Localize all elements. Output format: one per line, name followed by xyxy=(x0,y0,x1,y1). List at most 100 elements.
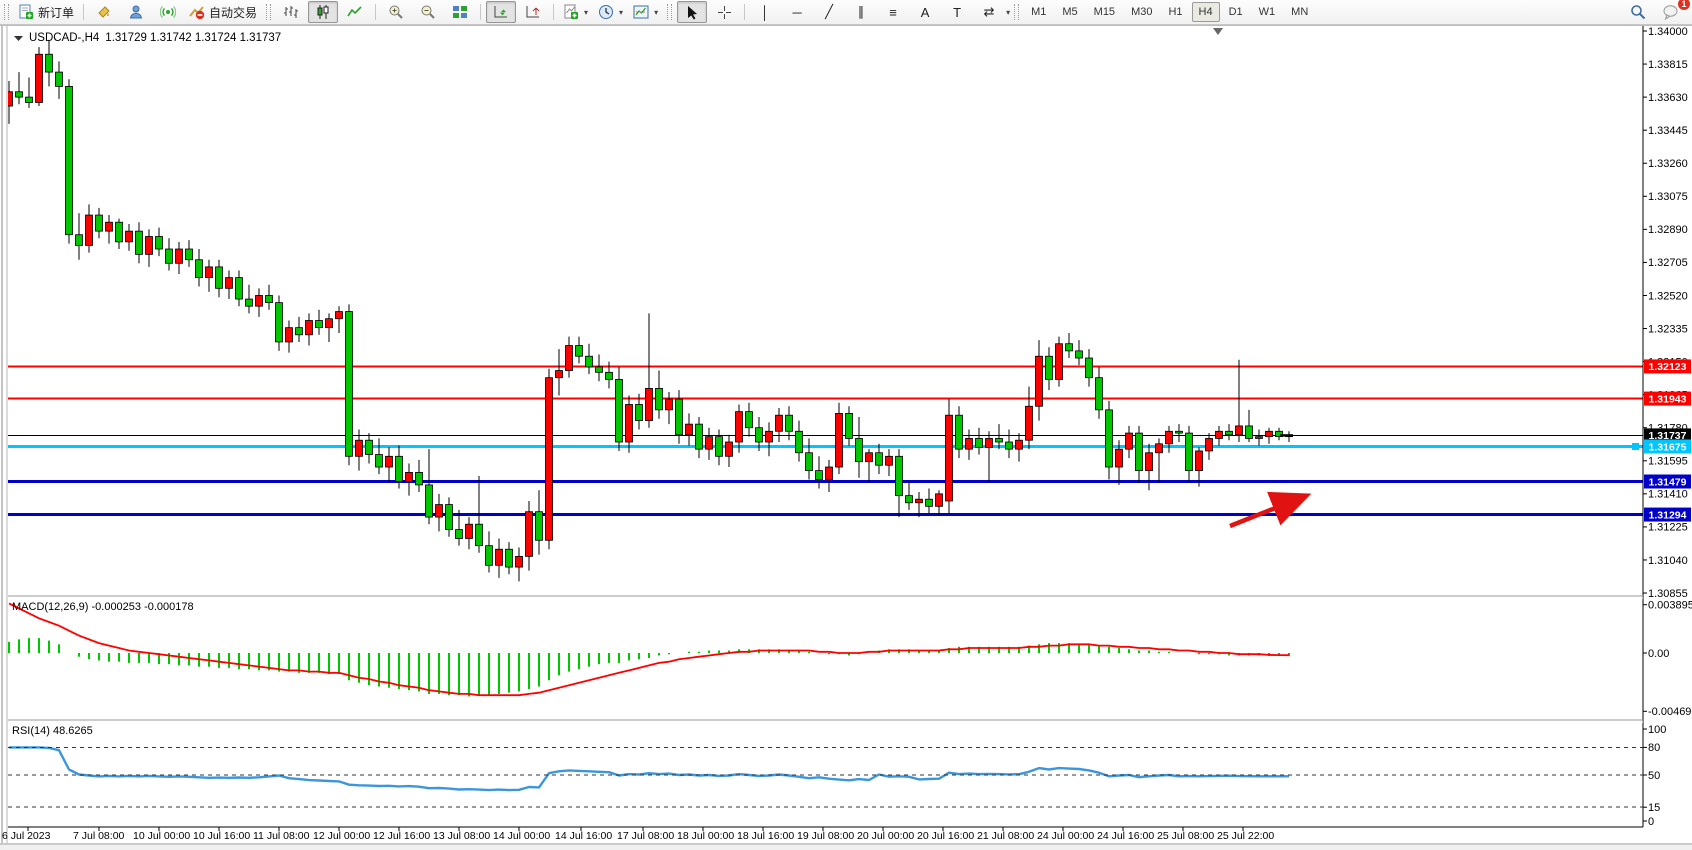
toolbar-grip[interactable] xyxy=(667,4,673,20)
template-icon xyxy=(633,5,649,19)
text-label-tool[interactable]: T xyxy=(953,4,962,20)
price-level-badge[interactable] xyxy=(1644,439,1691,454)
indicators-button[interactable]: ▾ xyxy=(559,1,592,23)
dropdown-arrow-icon: ▾ xyxy=(1006,7,1011,17)
candle xyxy=(325,313,333,342)
trendline-tool[interactable]: ╱ xyxy=(825,4,833,19)
candle xyxy=(295,316,303,342)
price-level-badge[interactable] xyxy=(1644,507,1691,522)
rsi-axis-label: 15 xyxy=(1648,802,1660,814)
toolbar-separator xyxy=(744,4,746,20)
candle xyxy=(555,349,563,396)
zoom-out-icon xyxy=(421,5,435,19)
chart-canvas[interactable]: 1.34000 1.33815 1.33630 1.33445 1.33260 1.330… xyxy=(0,25,1692,850)
timeframe-button-d1[interactable]: D1 xyxy=(1228,6,1243,18)
profile-button[interactable] xyxy=(121,1,151,23)
text-tool[interactable]: A xyxy=(920,4,930,20)
candle xyxy=(1175,424,1183,443)
candle xyxy=(225,270,233,300)
equidistant-channel-tool[interactable]: ∥ xyxy=(857,4,865,19)
price-tick-label: 1.32520 xyxy=(1648,290,1688,302)
candle xyxy=(535,490,543,555)
time-axis-label: 12 Jul 00:00 xyxy=(313,830,370,842)
timeframe-button-h1[interactable]: H1 xyxy=(1168,6,1183,18)
candle xyxy=(655,370,663,419)
notifications-button[interactable]: 1 xyxy=(1655,0,1690,23)
zoom-out-button[interactable] xyxy=(413,1,443,23)
time-axis-label: 12 Jul 16:00 xyxy=(373,830,430,842)
candle xyxy=(755,416,763,451)
chart-plot-area[interactable] xyxy=(8,26,1643,827)
periods-button[interactable]: ▾ xyxy=(594,1,627,23)
price-tick-label: 1.31040 xyxy=(1648,555,1688,567)
chart-shift-button[interactable] xyxy=(518,1,548,23)
zoom-in-button[interactable] xyxy=(381,1,411,23)
templates-button[interactable]: ▾ xyxy=(629,1,662,23)
toolbar-grip[interactable] xyxy=(266,4,272,20)
bar-chart-button[interactable] xyxy=(276,1,306,23)
cursor-button[interactable] xyxy=(677,1,708,23)
candle xyxy=(1245,409,1253,443)
window-menu-icon[interactable] xyxy=(14,34,23,42)
arrows-tool[interactable]: ⇄ xyxy=(983,4,995,19)
horizontal-line-tool[interactable]: ─ xyxy=(792,4,802,20)
candle xyxy=(785,406,793,441)
price-level-badge[interactable] xyxy=(1644,474,1691,489)
price-tick-label: 1.33260 xyxy=(1648,158,1688,170)
candle xyxy=(435,493,443,532)
timeframe-button-m30[interactable]: M30 xyxy=(1131,6,1153,18)
paint-bucket-icon xyxy=(98,6,110,18)
chart-shift-icon xyxy=(526,6,540,18)
crosshair-button[interactable] xyxy=(709,1,739,23)
search-button[interactable] xyxy=(1623,1,1653,23)
candle xyxy=(395,445,403,489)
timeframe-button-mn[interactable]: MN xyxy=(1291,6,1309,18)
candle xyxy=(1255,429,1263,446)
auto-scroll-button[interactable] xyxy=(486,1,517,23)
macd-axis-label: 0.003895 xyxy=(1648,600,1692,612)
candle xyxy=(835,402,843,475)
macd-axis-label: -0.004699 xyxy=(1648,706,1692,718)
candle xyxy=(1145,443,1153,491)
timeframe-button-m15[interactable]: M15 xyxy=(1093,6,1116,18)
candle xyxy=(865,449,873,482)
timeframe-toolbar: M1 M5 M15 M30 H1 H4 D1 W1 MN xyxy=(1023,2,1316,22)
price-tick-label: 1.31595 xyxy=(1648,456,1688,468)
timeframe-button-h4[interactable]: H4 xyxy=(1191,2,1220,22)
time-axis-label: 18 Jul 16:00 xyxy=(737,830,794,842)
signals-button[interactable] xyxy=(153,1,183,23)
candle xyxy=(1095,366,1103,419)
timeframe-button-m5[interactable]: M5 xyxy=(1062,6,1078,18)
auto-trading-button[interactable]: 自动交易 xyxy=(185,1,261,23)
price-level-badge[interactable] xyxy=(1644,359,1691,374)
candle xyxy=(335,306,343,334)
candlestick-chart-button[interactable] xyxy=(308,1,339,23)
vertical-line-tool[interactable]: │ xyxy=(761,4,770,20)
price-level-badge[interactable] xyxy=(1644,391,1691,406)
line-chart-button[interactable] xyxy=(340,1,370,23)
annotation-arrow[interactable] xyxy=(1229,491,1312,529)
tile-windows-button[interactable] xyxy=(445,1,475,23)
candle xyxy=(415,459,423,493)
toolbar-grip[interactable] xyxy=(4,4,9,20)
timeframe-button-m1[interactable]: M1 xyxy=(1031,6,1047,18)
candle xyxy=(545,368,553,550)
price-level-badge[interactable] xyxy=(1644,428,1691,443)
time-axis-label: 24 Jul 16:00 xyxy=(1097,830,1154,842)
styler-button[interactable] xyxy=(89,1,119,23)
toolbar-separator xyxy=(83,4,85,20)
candle xyxy=(245,284,253,314)
price-tick-label: 1.33815 xyxy=(1648,59,1688,71)
toolbar-grip[interactable] xyxy=(1014,4,1020,20)
fibonacci-tool[interactable]: ≡ xyxy=(889,4,897,20)
candle xyxy=(705,427,713,460)
timeframe-button-w1[interactable]: W1 xyxy=(1258,6,1276,18)
candle xyxy=(775,408,783,443)
candle xyxy=(365,433,373,464)
chart-shift-marker-icon[interactable] xyxy=(1213,28,1223,35)
new-order-button[interactable]: 新订单 xyxy=(14,1,78,23)
rsi-name: RSI(14) xyxy=(12,725,50,737)
candlestick-chart-icon xyxy=(317,5,329,19)
macd-axis-label: 0.00 xyxy=(1648,648,1669,660)
price-tick-label: 1.31410 xyxy=(1648,489,1688,501)
